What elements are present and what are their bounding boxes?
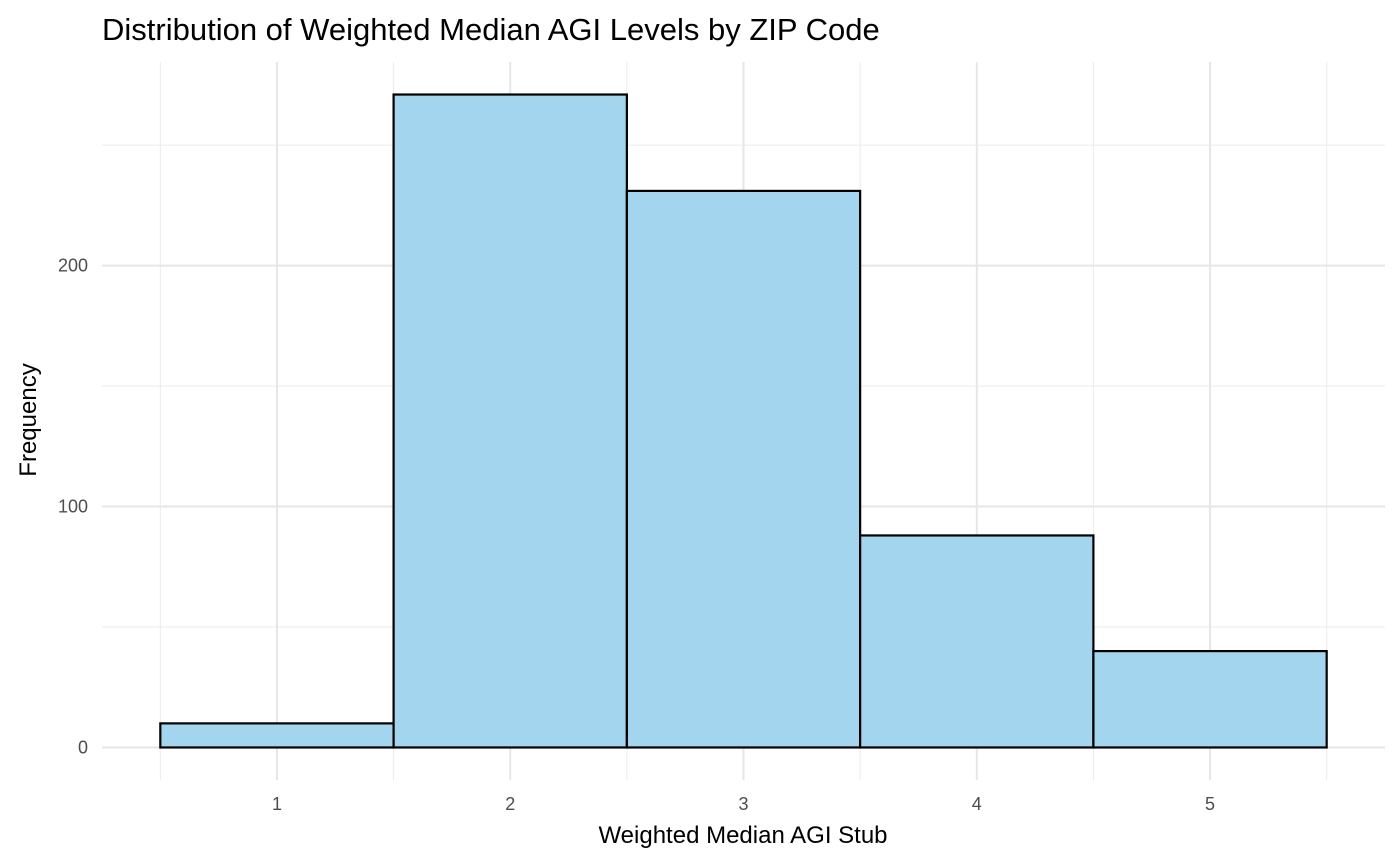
histogram-bar-3 xyxy=(625,189,862,749)
x-axis-ticks: 1 2 3 4 5 xyxy=(272,794,1215,814)
x-tick-label: 3 xyxy=(738,794,748,814)
y-axis-title: Frequency xyxy=(15,363,42,476)
histogram-bars xyxy=(159,93,1328,749)
histogram-bar-4 xyxy=(859,534,1095,749)
chart-title: Distribution of Weighted Median AGI Leve… xyxy=(102,12,880,47)
x-tick-label: 2 xyxy=(505,794,515,814)
x-tick-label: 1 xyxy=(272,794,282,814)
histogram-bar-1 xyxy=(159,722,395,749)
x-tick-label: 5 xyxy=(1205,794,1215,814)
y-tick-label: 200 xyxy=(58,256,88,276)
y-tick-label: 0 xyxy=(78,737,88,757)
histogram-bar-2 xyxy=(392,93,628,749)
x-axis-title: Weighted Median AGI Stub xyxy=(598,822,887,849)
y-tick-label: 100 xyxy=(58,497,88,517)
histogram-bar-5 xyxy=(1092,649,1328,749)
y-axis-ticks: 0 100 200 xyxy=(58,256,88,758)
x-tick-label: 4 xyxy=(972,794,982,814)
